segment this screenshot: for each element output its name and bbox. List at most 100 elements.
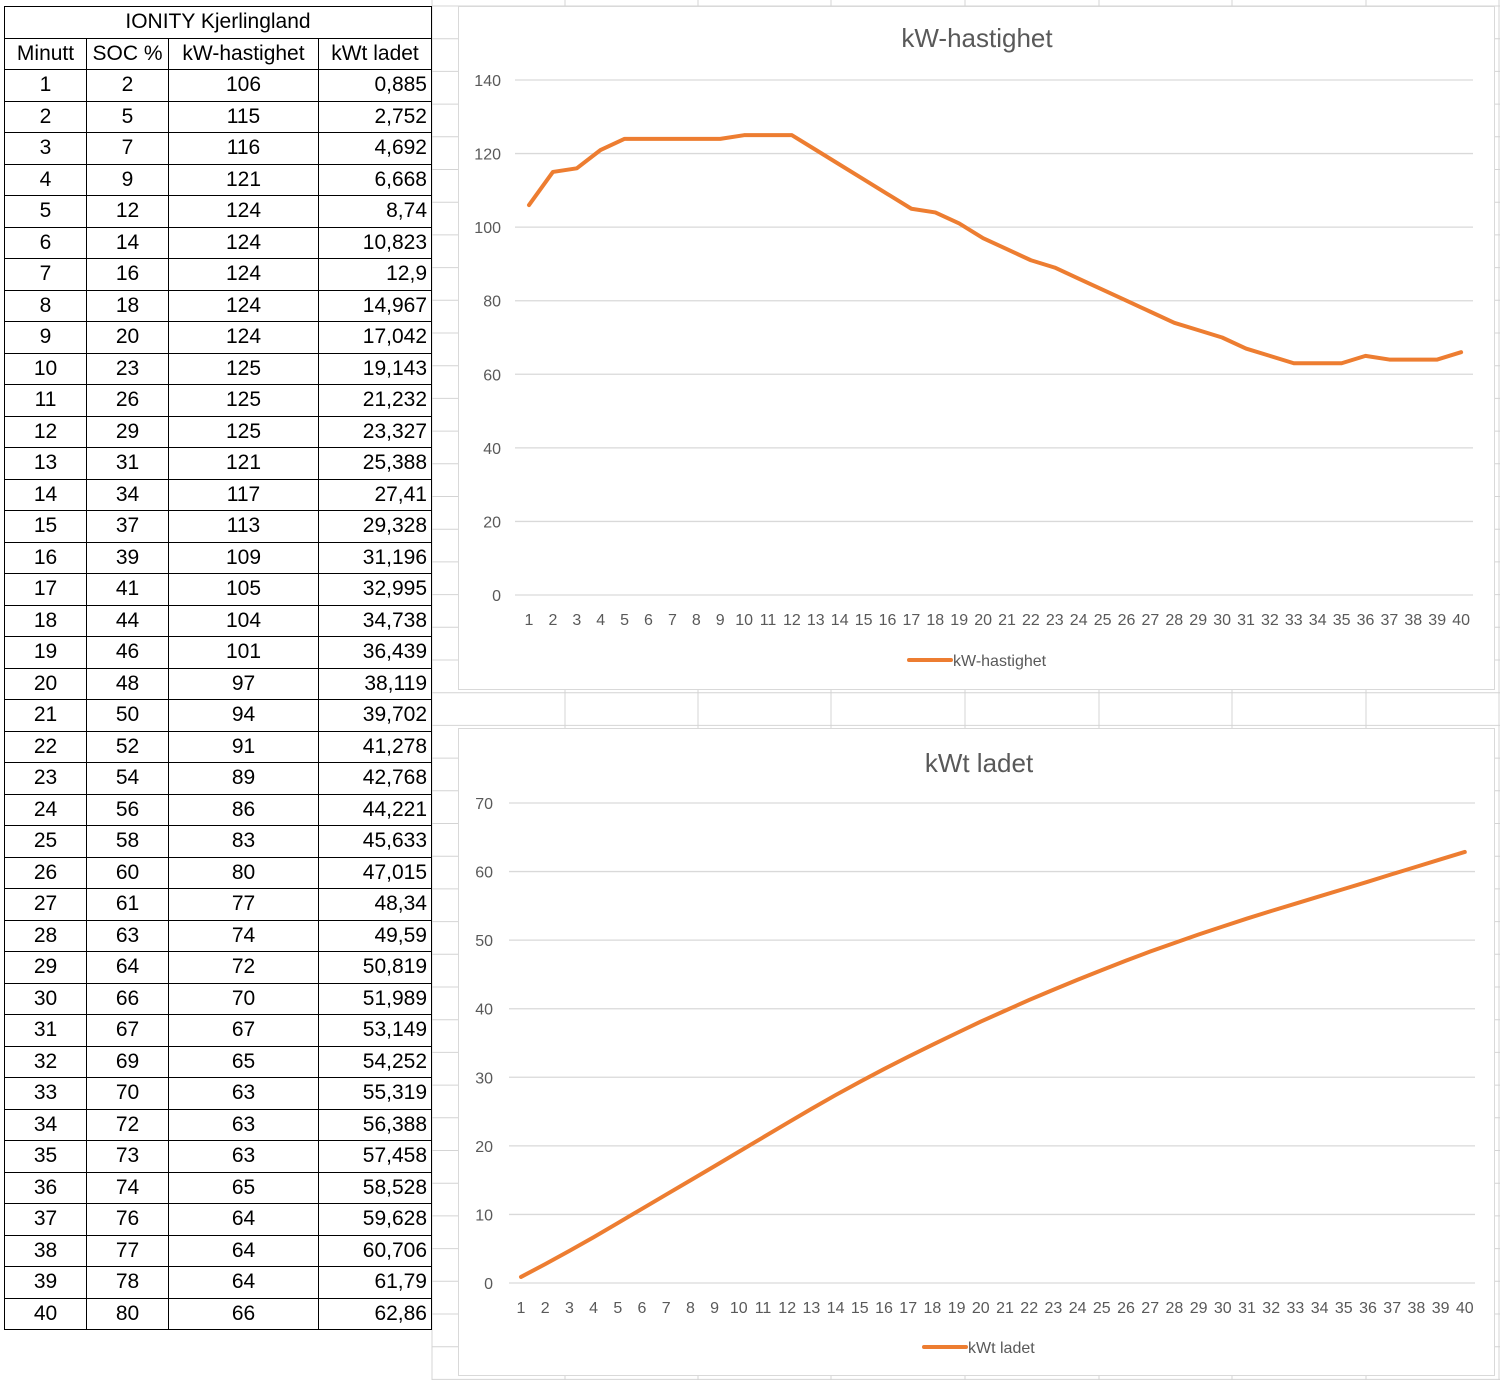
cell-kw-hastighet[interactable]: 64 <box>168 1203 319 1236</box>
cell-minutt[interactable]: 39 <box>4 1266 87 1299</box>
cell-kwt-ladet[interactable]: 0,885 <box>318 69 432 102</box>
cell-soc[interactable]: 44 <box>86 604 169 637</box>
cell-soc[interactable]: 73 <box>86 1140 169 1173</box>
cell-soc[interactable]: 48 <box>86 667 169 700</box>
cell-kw-hastighet[interactable]: 94 <box>168 699 319 732</box>
cell-soc[interactable]: 77 <box>86 1234 169 1267</box>
cell-minutt[interactable]: 27 <box>4 888 87 921</box>
header-kwt-ladet[interactable]: kWt ladet <box>318 37 432 70</box>
cell-kw-hastighet[interactable]: 121 <box>168 447 319 480</box>
cell-kwt-ladet[interactable]: 50,819 <box>318 951 432 984</box>
cell-soc[interactable]: 41 <box>86 573 169 606</box>
cell-soc[interactable]: 76 <box>86 1203 169 1236</box>
cell-soc[interactable]: 69 <box>86 1045 169 1078</box>
cell-soc[interactable]: 5 <box>86 100 169 133</box>
cell-minutt[interactable]: 15 <box>4 510 87 543</box>
cell-minutt[interactable]: 20 <box>4 667 87 700</box>
cell-kwt-ladet[interactable]: 12,9 <box>318 258 432 291</box>
cell-kwt-ladet[interactable]: 48,34 <box>318 888 432 921</box>
cell-kw-hastighet[interactable]: 116 <box>168 132 319 165</box>
cell-minutt[interactable]: 36 <box>4 1171 87 1204</box>
table-title[interactable]: IONITY Kjerlingland <box>4 6 432 39</box>
cell-kw-hastighet[interactable]: 117 <box>168 478 319 511</box>
cell-kwt-ladet[interactable]: 56,388 <box>318 1108 432 1141</box>
cell-minutt[interactable]: 21 <box>4 699 87 732</box>
cell-kw-hastighet[interactable]: 74 <box>168 919 319 952</box>
cell-soc[interactable]: 46 <box>86 636 169 669</box>
cell-minutt[interactable]: 9 <box>4 321 87 354</box>
cell-soc[interactable]: 70 <box>86 1077 169 1110</box>
cell-minutt[interactable]: 11 <box>4 384 87 417</box>
cell-minutt[interactable]: 14 <box>4 478 87 511</box>
cell-soc[interactable]: 63 <box>86 919 169 952</box>
cell-kw-hastighet[interactable]: 63 <box>168 1108 319 1141</box>
cell-minutt[interactable]: 8 <box>4 289 87 322</box>
cell-minutt[interactable]: 5 <box>4 195 87 228</box>
cell-kwt-ladet[interactable]: 31,196 <box>318 541 432 574</box>
cell-kwt-ladet[interactable]: 36,439 <box>318 636 432 669</box>
cell-kwt-ladet[interactable]: 8,74 <box>318 195 432 228</box>
cell-minutt[interactable]: 1 <box>4 69 87 102</box>
header-kw-hastighet[interactable]: kW-hastighet <box>168 37 319 70</box>
cell-minutt[interactable]: 38 <box>4 1234 87 1267</box>
cell-soc[interactable]: 16 <box>86 258 169 291</box>
cell-kwt-ladet[interactable]: 2,752 <box>318 100 432 133</box>
cell-kw-hastighet[interactable]: 65 <box>168 1045 319 1078</box>
cell-minutt[interactable]: 12 <box>4 415 87 448</box>
cell-kwt-ladet[interactable]: 49,59 <box>318 919 432 952</box>
cell-kw-hastighet[interactable]: 65 <box>168 1171 319 1204</box>
cell-kwt-ladet[interactable]: 21,232 <box>318 384 432 417</box>
cell-kwt-ladet[interactable]: 6,668 <box>318 163 432 196</box>
cell-soc[interactable]: 60 <box>86 856 169 889</box>
cell-kwt-ladet[interactable]: 51,989 <box>318 982 432 1015</box>
cell-minutt[interactable]: 23 <box>4 762 87 795</box>
cell-kwt-ladet[interactable]: 44,221 <box>318 793 432 826</box>
cell-soc[interactable]: 74 <box>86 1171 169 1204</box>
cell-kw-hastighet[interactable]: 64 <box>168 1234 319 1267</box>
cell-kw-hastighet[interactable]: 106 <box>168 69 319 102</box>
cell-kw-hastighet[interactable]: 124 <box>168 195 319 228</box>
cell-soc[interactable]: 80 <box>86 1297 169 1330</box>
cell-minutt[interactable]: 31 <box>4 1014 87 1047</box>
cell-minutt[interactable]: 13 <box>4 447 87 480</box>
cell-kwt-ladet[interactable]: 58,528 <box>318 1171 432 1204</box>
cell-minutt[interactable]: 22 <box>4 730 87 763</box>
cell-kw-hastighet[interactable]: 64 <box>168 1266 319 1299</box>
cell-kw-hastighet[interactable]: 124 <box>168 289 319 322</box>
cell-kw-hastighet[interactable]: 63 <box>168 1077 319 1110</box>
cell-minutt[interactable]: 3 <box>4 132 87 165</box>
cell-kwt-ladet[interactable]: 17,042 <box>318 321 432 354</box>
cell-soc[interactable]: 34 <box>86 478 169 511</box>
cell-soc[interactable]: 72 <box>86 1108 169 1141</box>
cell-minutt[interactable]: 4 <box>4 163 87 196</box>
cell-soc[interactable]: 64 <box>86 951 169 984</box>
cell-minutt[interactable]: 16 <box>4 541 87 574</box>
cell-minutt[interactable]: 29 <box>4 951 87 984</box>
cell-kw-hastighet[interactable]: 83 <box>168 825 319 858</box>
cell-soc[interactable]: 2 <box>86 69 169 102</box>
cell-kw-hastighet[interactable]: 80 <box>168 856 319 889</box>
cell-soc[interactable]: 67 <box>86 1014 169 1047</box>
cell-kwt-ladet[interactable]: 41,278 <box>318 730 432 763</box>
cell-kwt-ladet[interactable]: 19,143 <box>318 352 432 385</box>
cell-minutt[interactable]: 25 <box>4 825 87 858</box>
cell-soc[interactable]: 26 <box>86 384 169 417</box>
cell-soc[interactable]: 12 <box>86 195 169 228</box>
cell-soc[interactable]: 20 <box>86 321 169 354</box>
cell-kwt-ladet[interactable]: 32,995 <box>318 573 432 606</box>
cell-kwt-ladet[interactable]: 14,967 <box>318 289 432 322</box>
cell-minutt[interactable]: 28 <box>4 919 87 952</box>
cell-soc[interactable]: 61 <box>86 888 169 921</box>
cell-kwt-ladet[interactable]: 27,41 <box>318 478 432 511</box>
cell-minutt[interactable]: 17 <box>4 573 87 606</box>
cell-kwt-ladet[interactable]: 53,149 <box>318 1014 432 1047</box>
cell-soc[interactable]: 9 <box>86 163 169 196</box>
cell-kw-hastighet[interactable]: 66 <box>168 1297 319 1330</box>
cell-kw-hastighet[interactable]: 113 <box>168 510 319 543</box>
cell-soc[interactable]: 23 <box>86 352 169 385</box>
cell-soc[interactable]: 78 <box>86 1266 169 1299</box>
header-minutt[interactable]: Minutt <box>4 37 87 70</box>
cell-minutt[interactable]: 37 <box>4 1203 87 1236</box>
cell-kwt-ladet[interactable]: 55,319 <box>318 1077 432 1110</box>
cell-kw-hastighet[interactable]: 124 <box>168 321 319 354</box>
